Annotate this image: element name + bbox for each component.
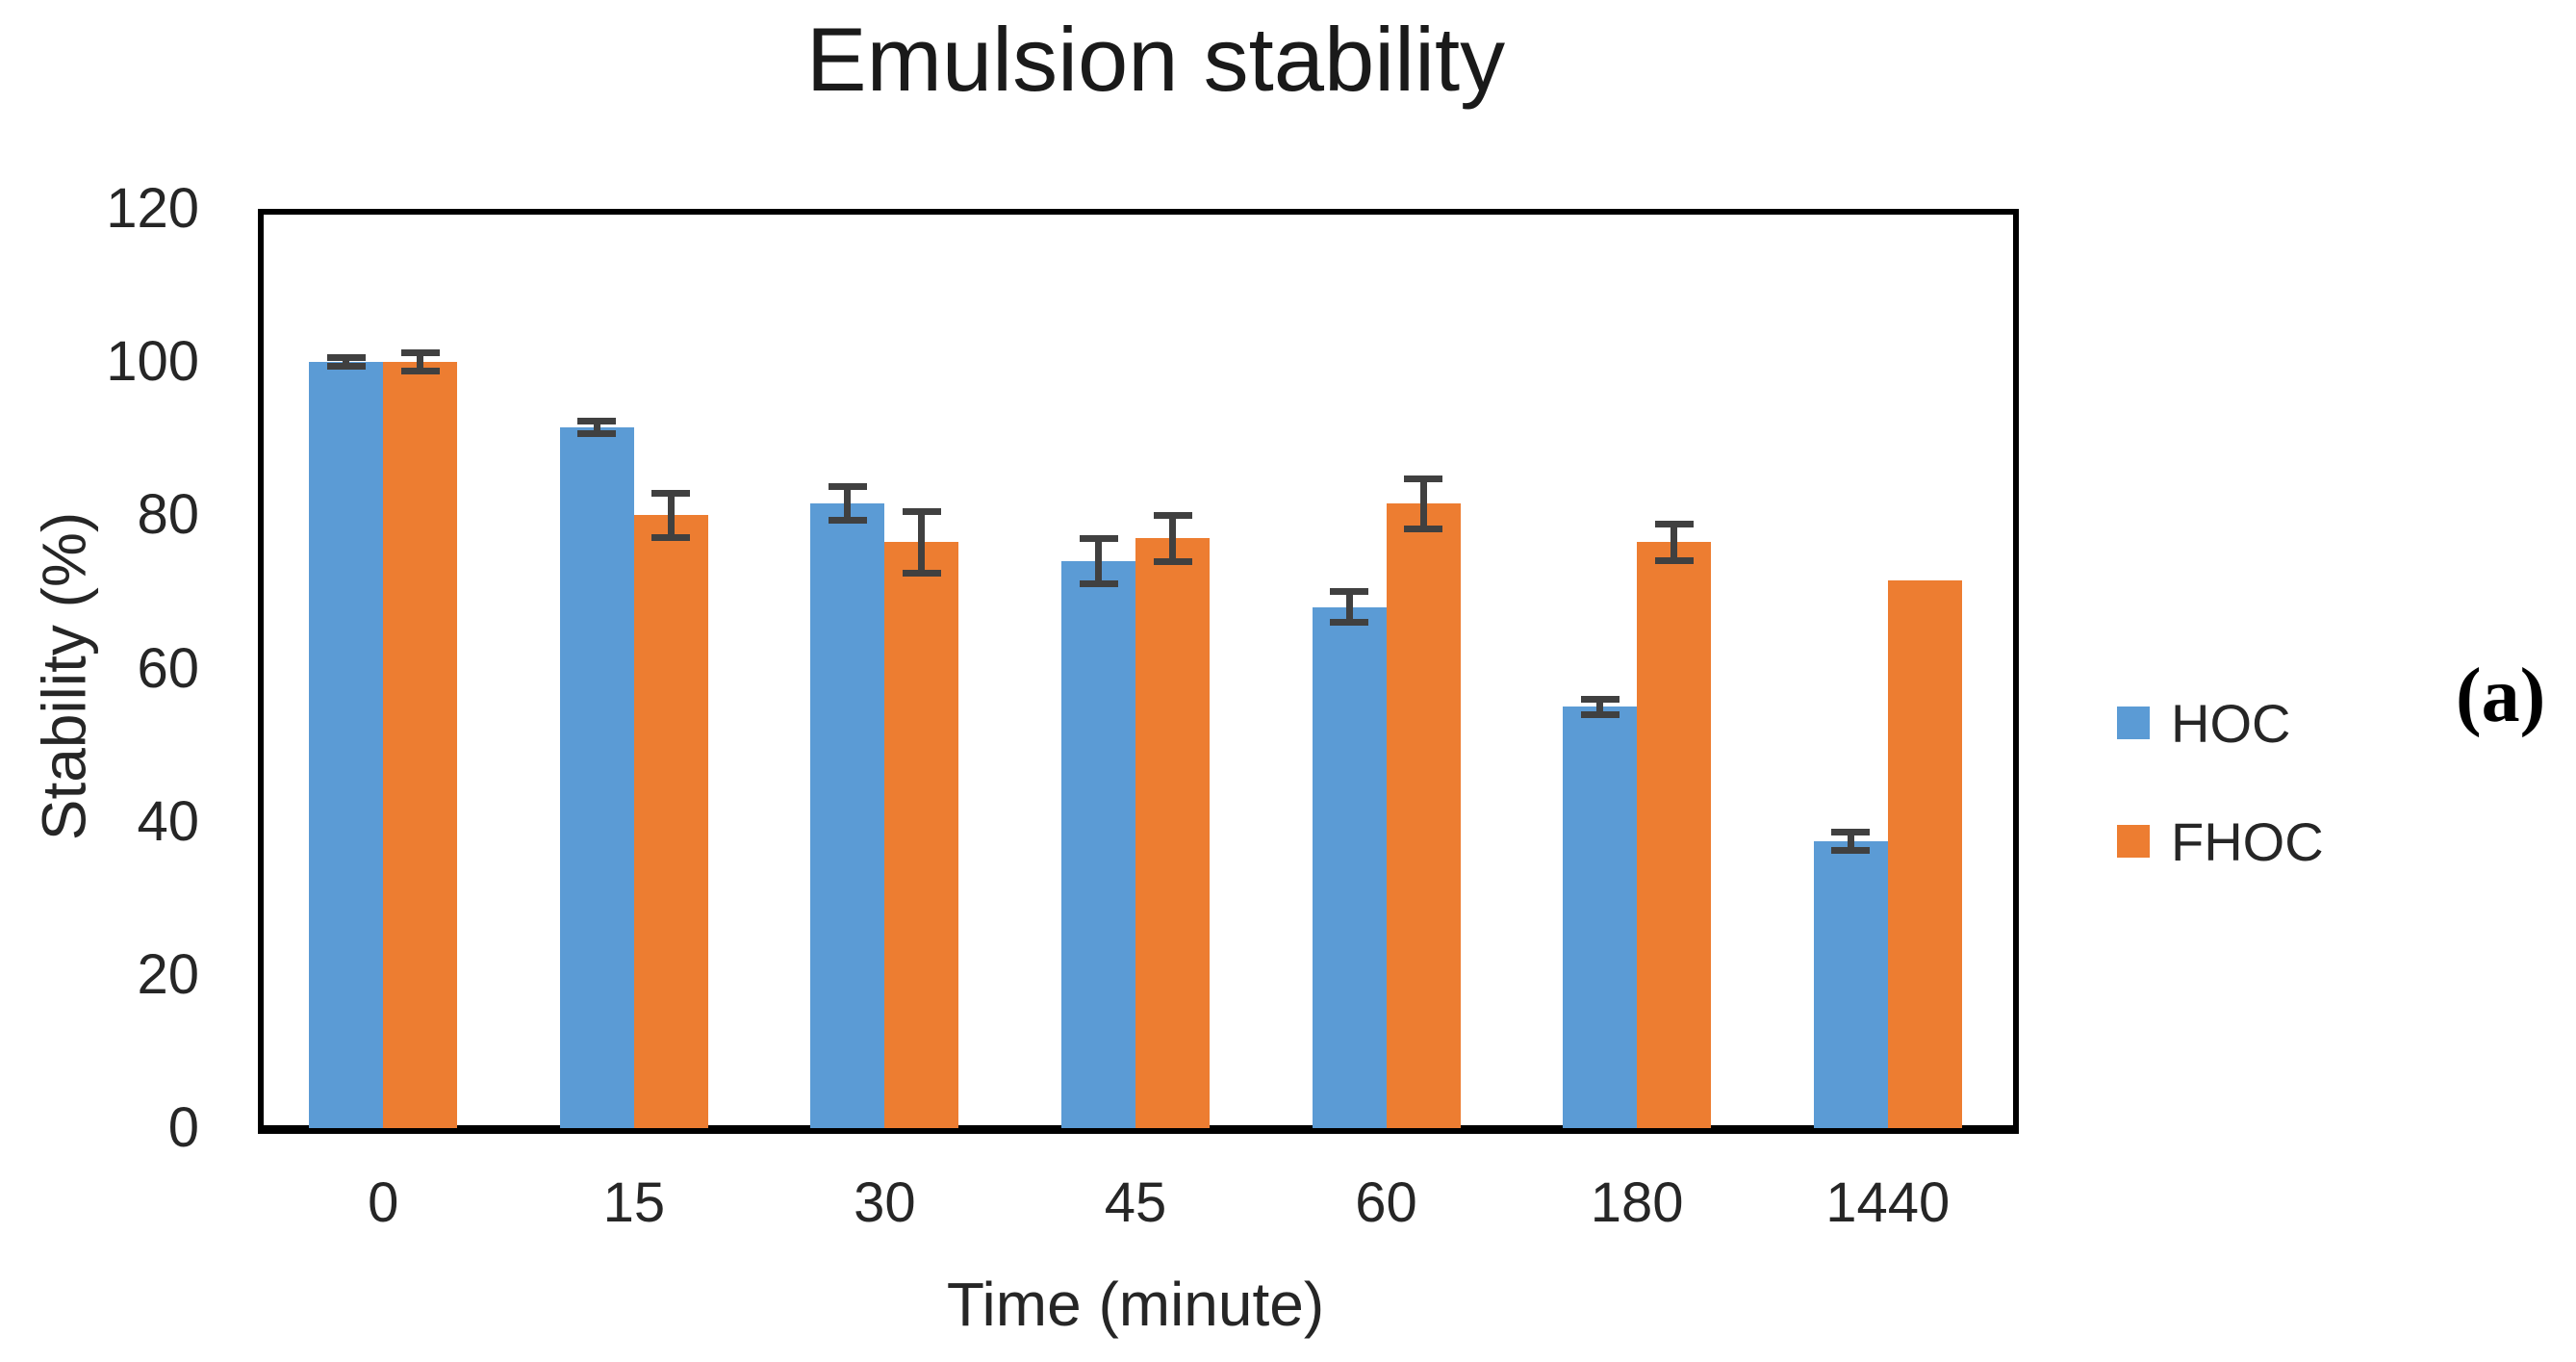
bar-hoc-1440 — [1813, 840, 1888, 1128]
error-bar-cap — [828, 483, 867, 491]
error-bar-cap — [1831, 828, 1871, 835]
error-bar-cap — [1404, 475, 1443, 482]
error-bar-cap — [400, 349, 440, 357]
y-tick-label: 0 — [167, 1096, 199, 1159]
y-tick-label: 80 — [137, 483, 199, 547]
error-bar-cap — [1330, 588, 1369, 596]
bar-hoc-180 — [1563, 707, 1638, 1128]
error-bar — [1345, 591, 1353, 623]
error-bar-cap — [651, 489, 691, 497]
error-bar — [1596, 699, 1604, 715]
x-axis-title: Time (minute) — [946, 1270, 1325, 1339]
bar-hoc-15 — [559, 426, 634, 1128]
error-bar — [1847, 832, 1854, 851]
y-tick-label: 100 — [106, 330, 199, 394]
panel-label: (a) — [2456, 654, 2546, 738]
error-bar-cap — [1654, 556, 1694, 564]
x-tick-label: 180 — [1590, 1171, 1684, 1234]
error-bar — [1095, 538, 1102, 584]
error-bar — [593, 421, 600, 434]
error-bar-cap — [1404, 526, 1443, 533]
y-tick-label: 40 — [137, 789, 199, 853]
error-bar-cap — [1580, 710, 1620, 718]
error-bar-cap — [1079, 534, 1118, 542]
error-bar-cap — [1654, 520, 1694, 527]
error-bar — [918, 511, 926, 573]
error-bar-cap — [1079, 580, 1118, 588]
error-bar-cap — [1153, 511, 1192, 519]
legend-entry-hoc: HOC — [2117, 693, 2290, 754]
bar-fhoc-1440 — [1887, 579, 1962, 1128]
bar-fhoc-0 — [383, 362, 458, 1128]
error-bar-cap — [1580, 695, 1620, 703]
bar-fhoc-60 — [1386, 503, 1461, 1128]
y-tick-label: 60 — [137, 636, 199, 700]
legend-swatch-icon — [2117, 825, 2150, 858]
x-tick-label: 45 — [1104, 1171, 1167, 1234]
error-bar-cap — [1330, 619, 1369, 627]
error-bar-cap — [1831, 846, 1871, 854]
legend-label: HOC — [2171, 692, 2291, 754]
error-bar-cap — [902, 507, 941, 515]
error-bar-cap — [577, 417, 617, 424]
error-bar — [1169, 515, 1176, 562]
error-bar-cap — [902, 569, 941, 577]
legend-entry-fhoc: FHOC — [2117, 811, 2324, 872]
error-bar — [1419, 478, 1427, 529]
y-tick-label: 20 — [137, 942, 199, 1006]
chart-title: Emulsion stability — [805, 9, 1506, 110]
error-bar-cap — [828, 517, 867, 525]
error-bar-cap — [651, 533, 691, 541]
error-bar — [844, 486, 852, 521]
legend-label: FHOC — [2171, 810, 2324, 872]
error-bar-cap — [577, 429, 617, 437]
x-tick-label: 60 — [1355, 1171, 1417, 1234]
error-bar — [417, 352, 424, 372]
bar-hoc-0 — [309, 362, 384, 1128]
error-bar-cap — [1153, 557, 1192, 565]
bar-fhoc-30 — [884, 542, 959, 1128]
bar-hoc-60 — [1312, 606, 1387, 1128]
bar-fhoc-15 — [633, 515, 708, 1128]
error-bar — [667, 493, 675, 538]
bar-fhoc-180 — [1637, 542, 1712, 1128]
y-tick-label: 120 — [106, 177, 199, 240]
error-bar-cap — [326, 363, 366, 371]
error-bar-cap — [326, 353, 366, 361]
error-bar — [1671, 524, 1678, 561]
error-bar — [343, 357, 350, 367]
error-bar-cap — [400, 368, 440, 375]
bar-hoc-30 — [810, 503, 885, 1128]
legend-swatch-icon — [2117, 707, 2150, 739]
x-tick-label: 30 — [854, 1171, 916, 1234]
x-tick-label: 15 — [602, 1171, 666, 1234]
bar-hoc-45 — [1061, 561, 1135, 1128]
x-tick-label: 0 — [368, 1171, 399, 1234]
x-tick-label: 1440 — [1825, 1171, 1951, 1234]
bar-fhoc-45 — [1135, 538, 1210, 1128]
